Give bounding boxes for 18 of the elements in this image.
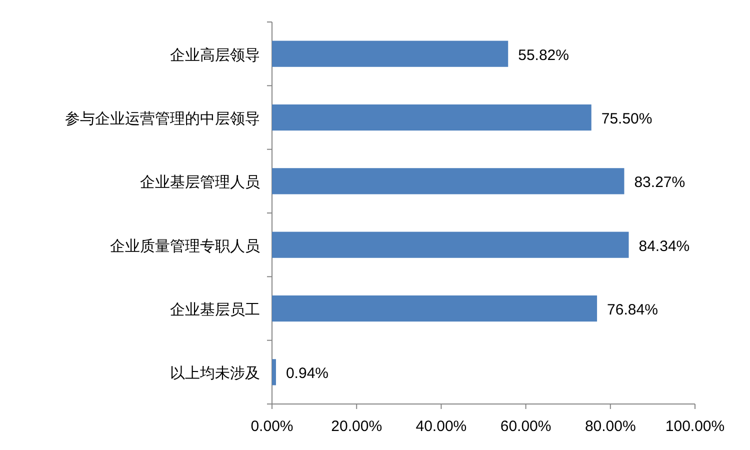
x-tick-label: 60.00%	[500, 418, 552, 435]
x-tick-label: 0.00%	[250, 418, 294, 435]
y-tick-label: 企业高层领导	[170, 46, 260, 64]
data-label: 84.34%	[638, 238, 690, 255]
y-tick-label: 企业基层管理人员	[140, 174, 260, 192]
data-label: 75.50%	[601, 110, 652, 128]
y-tick-label: 企业质量管理专职人员	[110, 238, 260, 255]
data-label: 83.27%	[634, 174, 686, 192]
data-label: 55.82%	[518, 46, 569, 64]
x-tick-label: 40.00%	[416, 418, 467, 435]
y-tick-label: 以上均未涉及	[170, 365, 260, 382]
x-tick-label: 20.00%	[331, 418, 382, 435]
y-tick-label: 参与企业运营管理的中层领导	[65, 110, 260, 128]
data-label: 0.94%	[286, 365, 329, 382]
data-label: 76.84%	[607, 302, 658, 318]
x-tick-label: 80.00%	[584, 418, 636, 435]
y-tick-label: 企业基层员工	[170, 302, 260, 318]
x-tick-label: 100.00%	[665, 418, 725, 435]
